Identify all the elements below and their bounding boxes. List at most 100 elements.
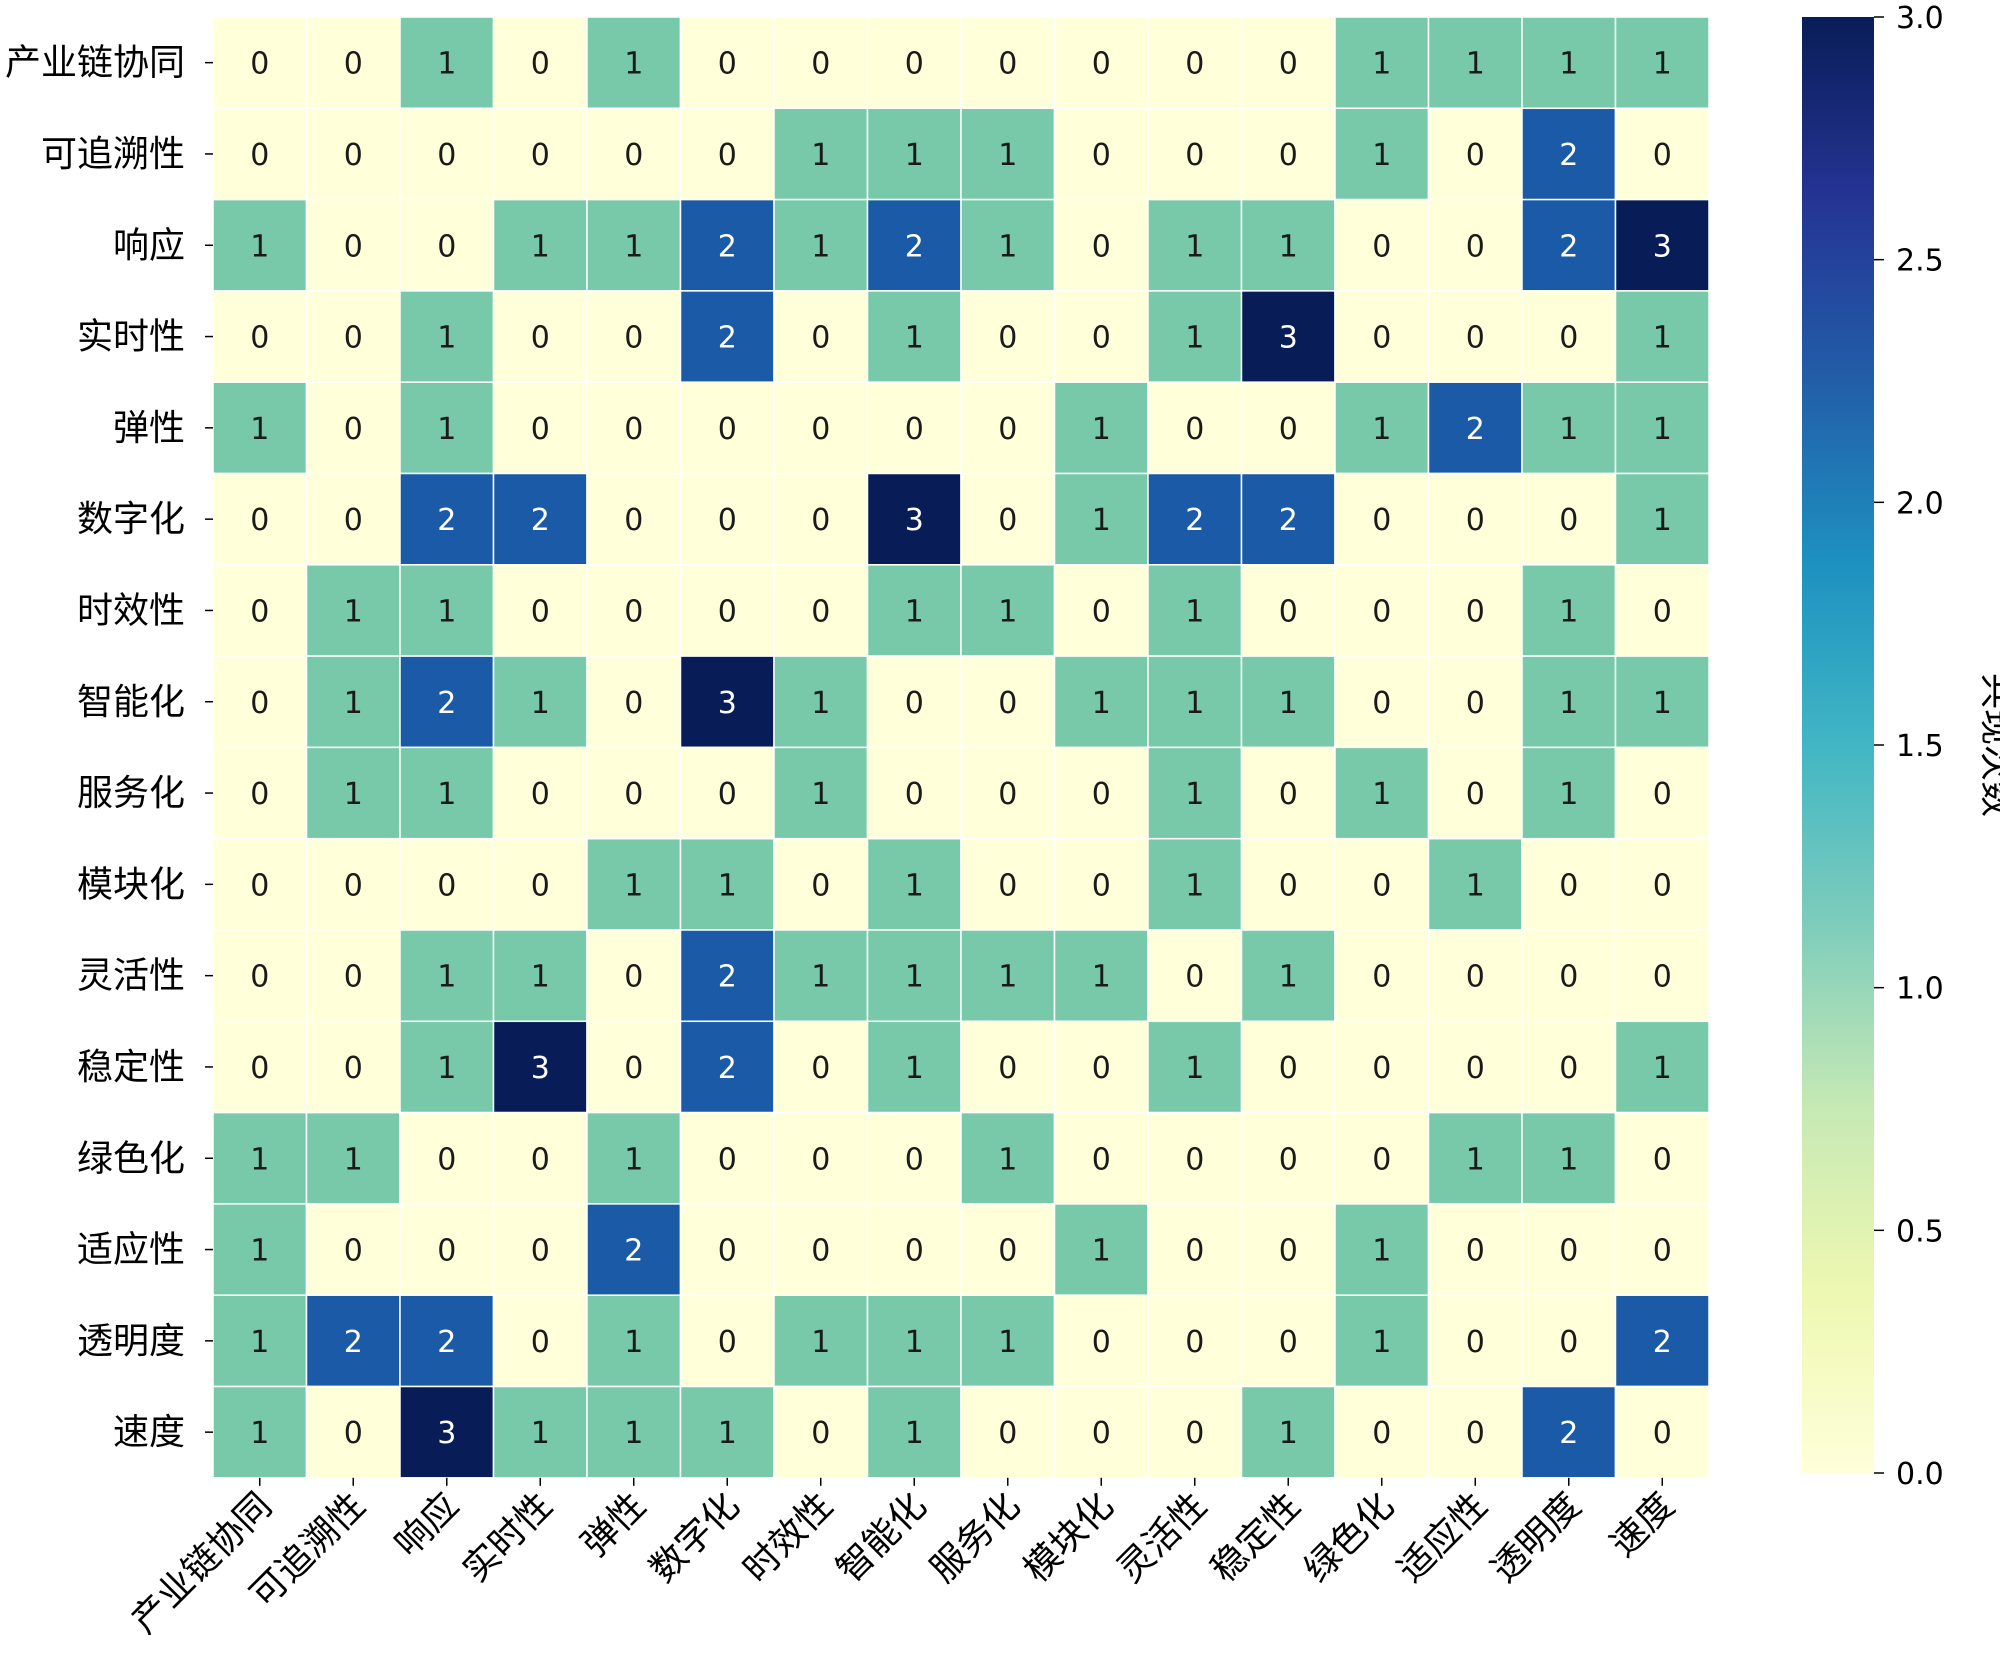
heatmap-cell [1240,929,1336,1023]
cell-value-label: 0 [1559,321,1578,356]
heatmap-cell [1334,381,1430,475]
cell-value-label: 0 [811,47,830,82]
heatmap-cell [1614,1020,1710,1114]
colorbar-tick-label: 2.0 [1896,486,1944,521]
cell-value-label: 0 [1466,503,1485,538]
heatmap-cell [492,107,588,201]
heatmap-cell [960,107,1056,201]
heatmap-cell [1147,1020,1243,1114]
cell-value-label: 1 [1653,321,1672,356]
heatmap-cell [679,655,775,749]
cell-value-label: 1 [1185,686,1204,721]
heatmap-cell [212,1111,308,1205]
cell-value-label: 1 [437,412,456,447]
heatmap-cell [1427,564,1523,657]
cell-value-label: 0 [1559,868,1578,903]
heatmap-cell [773,837,869,931]
cell-value-label: 1 [1185,229,1204,264]
cell-value-label: 0 [718,503,737,538]
heatmap-cell [492,472,588,566]
heatmap-cell [586,198,682,292]
cell-value-label: 0 [1092,777,1111,812]
cell-value-label: 1 [1372,412,1391,447]
heatmap-cell [586,1385,682,1479]
cell-value-label: 1 [624,1142,643,1177]
heatmap-cells [212,16,1710,1479]
cell-value-label: 0 [811,412,830,447]
heatmap-cell [866,837,962,931]
cell-value-label: 1 [1092,1234,1111,1269]
cell-value-label: 1 [250,412,269,447]
heatmap-cell [305,290,401,383]
cell-value-label: 1 [1653,686,1672,721]
heatmap-cell [1614,929,1710,1023]
heatmap-cell [212,1203,308,1296]
heatmap-cell [305,564,401,657]
cell-value-label: 1 [1559,1142,1578,1177]
heatmap-cell [212,1020,308,1114]
heatmap-cell [1240,564,1336,657]
heatmap-cell [399,837,495,931]
heatmap-cell [1334,1294,1430,1388]
cell-value-label: 0 [624,321,643,356]
heatmap-cell [586,1203,682,1296]
cell-value-label: 1 [905,1051,924,1086]
cell-value-label: 0 [1372,1142,1391,1177]
cell-value-label: 0 [344,321,363,356]
cell-value-label: 0 [250,594,269,629]
cell-value-label: 0 [437,1234,456,1269]
cell-value-label: 0 [998,47,1017,82]
heatmap-cell [1147,107,1243,201]
heatmap-cell [1521,1294,1617,1388]
cell-value-label: 1 [344,594,363,629]
row-tick-label: 灵活性 [77,956,185,997]
cell-value-label: 0 [718,594,737,629]
column-tick-label: 灵活性 [1110,1485,1215,1590]
cell-value-label: 0 [1185,412,1204,447]
column-tick-label: 智能化 [829,1485,934,1590]
cell-value-label: 0 [1092,229,1111,264]
cell-value-label: 0 [811,868,830,903]
cell-value-label: 1 [1653,503,1672,538]
cell-value-label: 0 [250,47,269,82]
cell-value-label: 0 [718,412,737,447]
cell-value-label: 2 [437,686,456,721]
cell-value-label: 0 [1092,594,1111,629]
cell-value-label: 1 [1466,1142,1485,1177]
cell-value-label: 1 [1559,594,1578,629]
cell-value-label: 0 [531,594,550,629]
heatmap-cell [960,381,1056,475]
heatmap-cell [1053,655,1149,749]
heatmap-cell [399,1294,495,1388]
heatmap-cell [679,837,775,931]
cell-value-label: 1 [811,960,830,995]
cell-value-label: 3 [1279,321,1298,356]
heatmap-cell [1053,1111,1149,1205]
heatmap-cell [679,1385,775,1479]
heatmap-cell [866,929,962,1023]
heatmap-cell [399,107,495,201]
heatmap-cell [305,1111,401,1205]
cell-value-label: 0 [1653,594,1672,629]
heatmap-cell [399,1020,495,1114]
heatmap-cell [1614,837,1710,931]
cell-value-label: 0 [344,412,363,447]
colorbar-tick-label: 1.5 [1896,729,1944,764]
cell-value-label: 0 [250,503,269,538]
heatmap-cell [1521,472,1617,566]
column-tick-label: 时效性 [736,1485,841,1590]
column-tick-label: 实时性 [455,1485,560,1590]
cell-value-label: 1 [718,1416,737,1451]
cell-value-label: 1 [437,47,456,82]
heatmap-cell [492,381,588,475]
row-tick-label: 数字化 [77,499,185,540]
heatmap-cell [679,746,775,840]
cell-value-label: 0 [250,868,269,903]
heatmap-cell [1614,746,1710,840]
cell-value-label: 0 [1185,1142,1204,1177]
cell-value-label: 1 [624,1416,643,1451]
heatmap-cell [586,381,682,475]
cell-value-label: 0 [998,412,1017,447]
cell-value-label: 0 [1559,1325,1578,1360]
